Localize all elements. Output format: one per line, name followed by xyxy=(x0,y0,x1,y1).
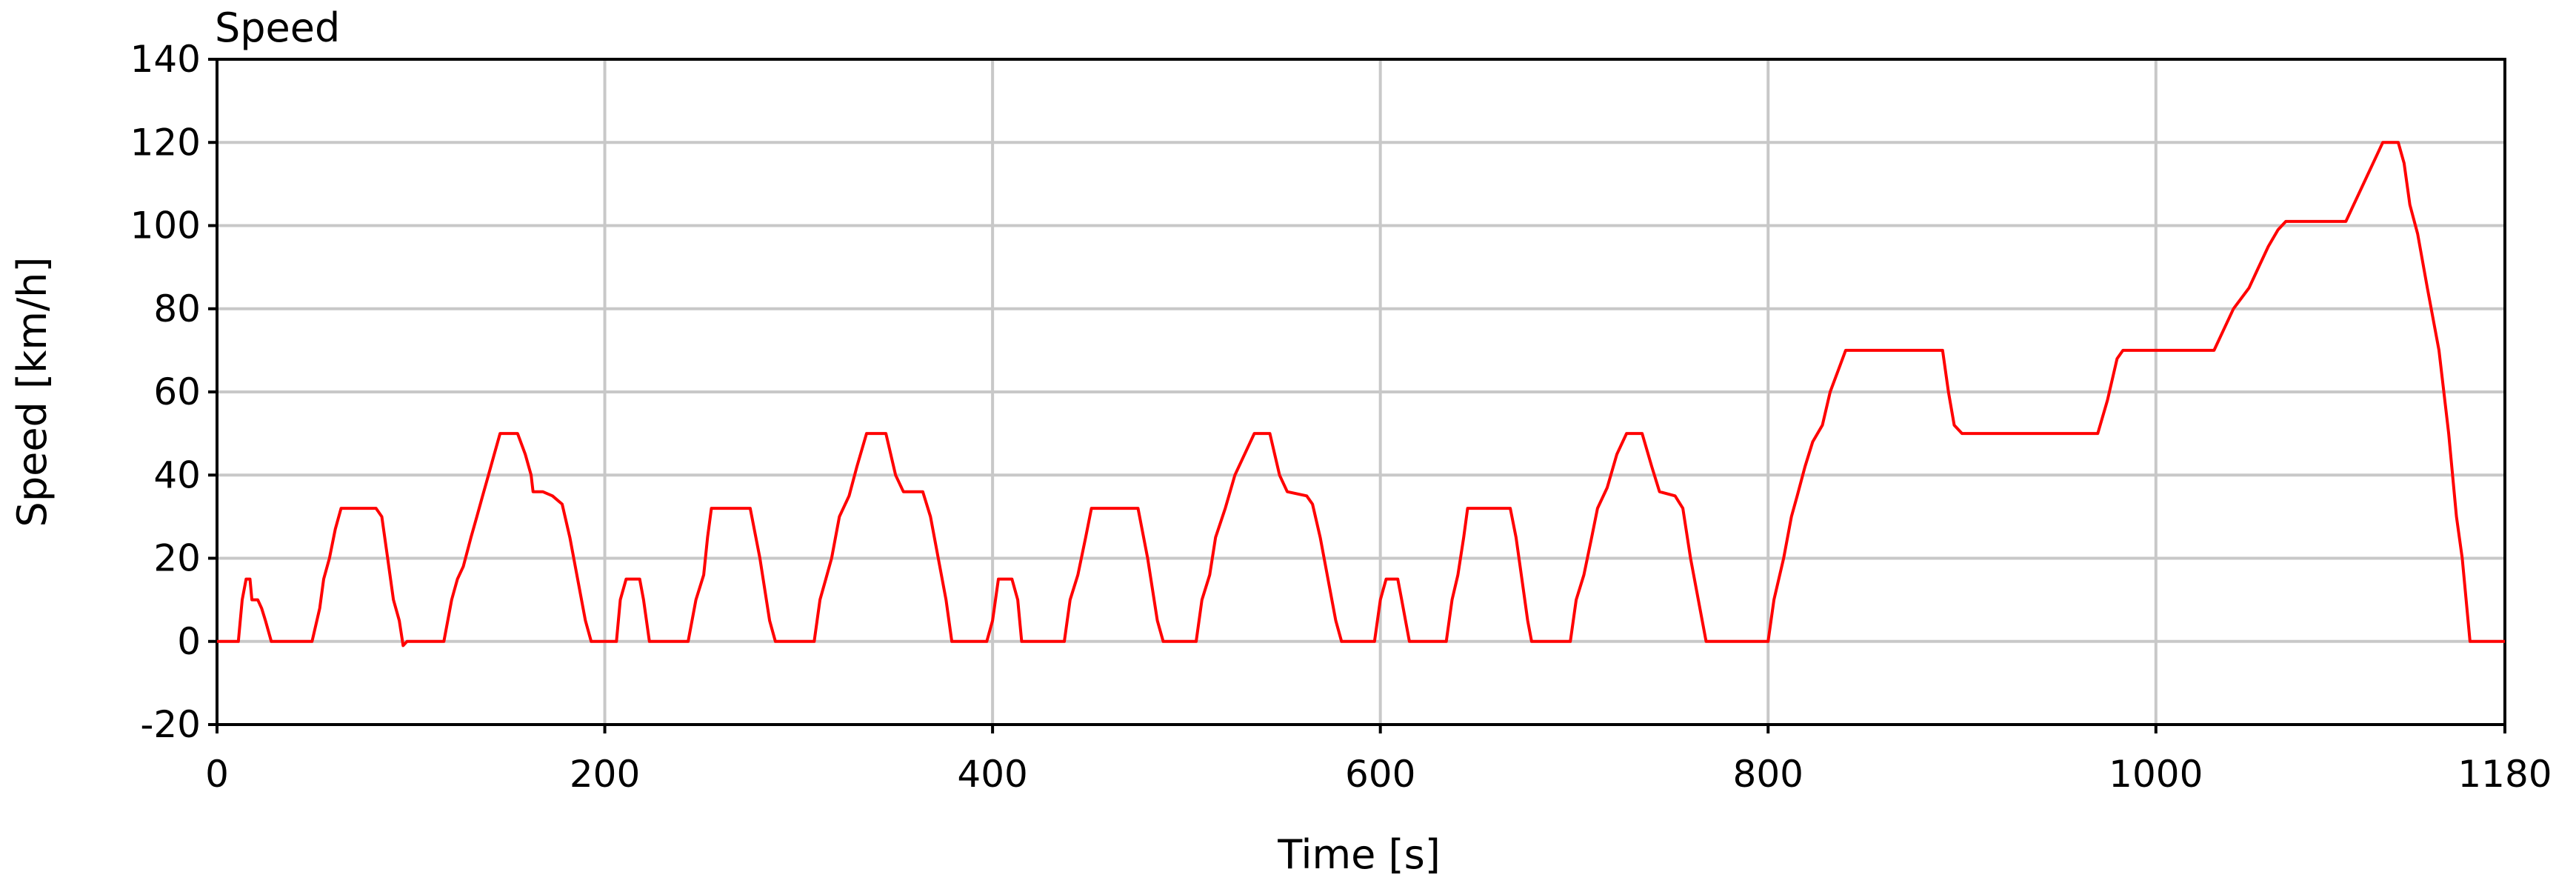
chart-title: Speed xyxy=(215,4,340,51)
y-tick-label: 120 xyxy=(130,121,201,164)
y-tick-label: 80 xyxy=(153,287,201,330)
grid xyxy=(217,59,2505,725)
y-tick-label: -20 xyxy=(140,703,201,746)
x-tick-label: 0 xyxy=(205,753,229,796)
tick-labels: 0 200 400 600 800 1000 1180-200204060801001201… xyxy=(130,38,2552,796)
x-tick-label: 800 xyxy=(1733,753,1803,796)
y-tick-label: 140 xyxy=(130,38,201,81)
x-tick-label: 400 xyxy=(957,753,1027,796)
axis-ticks xyxy=(208,58,2506,733)
y-axis-title: Speed [km/h] xyxy=(9,257,56,527)
speed-series-line-0 xyxy=(217,141,2505,648)
y-tick-label: 40 xyxy=(153,453,201,496)
plot-frame xyxy=(216,58,2506,726)
y-tick-label: 20 xyxy=(153,537,201,580)
x-tick-label: 1000 xyxy=(2109,753,2203,796)
y-tick-label: 0 xyxy=(177,620,201,663)
x-axis-title: Time [s] xyxy=(1277,831,1441,878)
x-tick-label: 1180 xyxy=(2457,753,2552,796)
y-tick-label: 100 xyxy=(130,204,201,247)
x-tick-label: 200 xyxy=(570,753,640,796)
series-layer xyxy=(217,141,2505,648)
y-tick-label: 60 xyxy=(153,370,201,413)
x-tick-label: 600 xyxy=(1345,753,1415,796)
